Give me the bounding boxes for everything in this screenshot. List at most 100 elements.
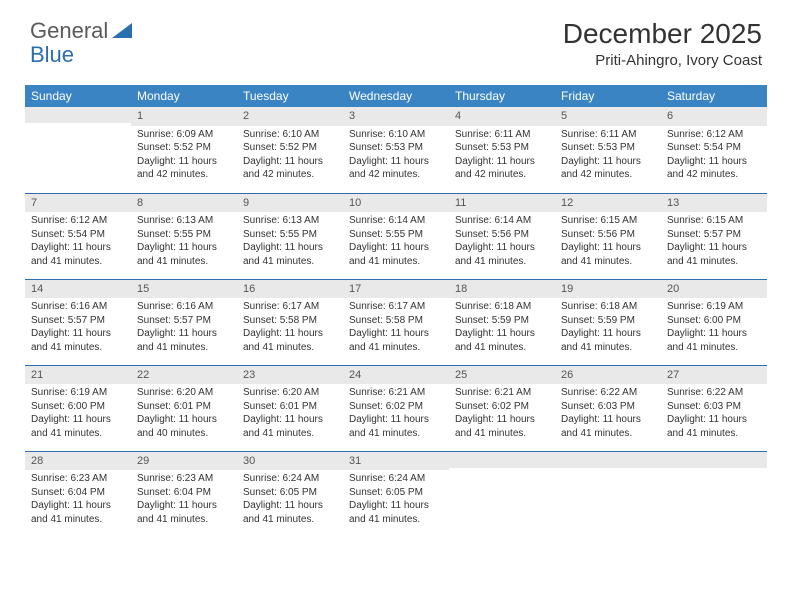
day-header: Wednesday — [343, 85, 449, 107]
calendar-week: 14Sunrise: 6:16 AMSunset: 5:57 PMDayligh… — [25, 279, 767, 365]
day-line: Sunset: 6:04 PM — [137, 486, 231, 500]
day-line: Daylight: 11 hours and 41 minutes. — [667, 413, 761, 440]
day-line: Sunset: 6:05 PM — [243, 486, 337, 500]
day-content: Sunrise: 6:19 AMSunset: 6:00 PMDaylight:… — [25, 384, 131, 444]
day-line: Sunrise: 6:23 AM — [31, 472, 125, 486]
day-line: Sunrise: 6:19 AM — [31, 386, 125, 400]
day-content — [25, 123, 131, 129]
day-content: Sunrise: 6:11 AMSunset: 5:53 PMDaylight:… — [449, 126, 555, 186]
day-number: 8 — [131, 194, 237, 213]
title-block: December 2025 Priti-Ahingro, Ivory Coast — [563, 18, 762, 69]
calendar-cell: 10Sunrise: 6:14 AMSunset: 5:55 PMDayligh… — [343, 193, 449, 279]
day-line: Sunset: 6:02 PM — [455, 400, 549, 414]
day-line: Daylight: 11 hours and 41 minutes. — [455, 413, 549, 440]
day-content: Sunrise: 6:14 AMSunset: 5:56 PMDaylight:… — [449, 212, 555, 272]
calendar-cell: 8Sunrise: 6:13 AMSunset: 5:55 PMDaylight… — [131, 193, 237, 279]
day-line: Sunrise: 6:18 AM — [455, 300, 549, 314]
calendar-cell: 11Sunrise: 6:14 AMSunset: 5:56 PMDayligh… — [449, 193, 555, 279]
day-content: Sunrise: 6:24 AMSunset: 6:05 PMDaylight:… — [237, 470, 343, 530]
logo: General — [30, 18, 134, 44]
calendar-cell: 27Sunrise: 6:22 AMSunset: 6:03 PMDayligh… — [661, 365, 767, 451]
day-line: Sunrise: 6:17 AM — [243, 300, 337, 314]
day-line: Sunrise: 6:14 AM — [455, 214, 549, 228]
header: General December 2025 Priti-Ahingro, Ivo… — [0, 0, 792, 77]
day-line: Sunrise: 6:22 AM — [667, 386, 761, 400]
day-number: 22 — [131, 366, 237, 385]
day-content: Sunrise: 6:17 AMSunset: 5:58 PMDaylight:… — [237, 298, 343, 358]
day-line: Daylight: 11 hours and 41 minutes. — [667, 241, 761, 268]
day-line: Daylight: 11 hours and 42 minutes. — [667, 155, 761, 182]
calendar-cell: 23Sunrise: 6:20 AMSunset: 6:01 PMDayligh… — [237, 365, 343, 451]
calendar-week: 7Sunrise: 6:12 AMSunset: 5:54 PMDaylight… — [25, 193, 767, 279]
day-content: Sunrise: 6:12 AMSunset: 5:54 PMDaylight:… — [25, 212, 131, 272]
day-line: Daylight: 11 hours and 42 minutes. — [455, 155, 549, 182]
day-line: Sunset: 5:56 PM — [561, 228, 655, 242]
day-number — [25, 107, 131, 123]
day-line: Sunrise: 6:20 AM — [137, 386, 231, 400]
day-content: Sunrise: 6:20 AMSunset: 6:01 PMDaylight:… — [237, 384, 343, 444]
day-content: Sunrise: 6:21 AMSunset: 6:02 PMDaylight:… — [449, 384, 555, 444]
day-content: Sunrise: 6:10 AMSunset: 5:52 PMDaylight:… — [237, 126, 343, 186]
day-line: Sunset: 5:57 PM — [137, 314, 231, 328]
calendar-cell: 4Sunrise: 6:11 AMSunset: 5:53 PMDaylight… — [449, 107, 555, 193]
logo-triangle-icon — [112, 20, 132, 43]
day-number: 1 — [131, 107, 237, 126]
logo-text-general: General — [30, 18, 108, 44]
day-line: Daylight: 11 hours and 42 minutes. — [243, 155, 337, 182]
day-number: 2 — [237, 107, 343, 126]
calendar-cell — [25, 107, 131, 193]
location: Priti-Ahingro, Ivory Coast — [563, 52, 762, 69]
day-content: Sunrise: 6:13 AMSunset: 5:55 PMDaylight:… — [131, 212, 237, 272]
calendar-cell: 21Sunrise: 6:19 AMSunset: 6:00 PMDayligh… — [25, 365, 131, 451]
day-line: Sunrise: 6:17 AM — [349, 300, 443, 314]
day-number — [661, 452, 767, 468]
day-line: Sunrise: 6:11 AM — [561, 128, 655, 142]
day-content: Sunrise: 6:17 AMSunset: 5:58 PMDaylight:… — [343, 298, 449, 358]
day-number: 26 — [555, 366, 661, 385]
calendar-week: 28Sunrise: 6:23 AMSunset: 6:04 PMDayligh… — [25, 451, 767, 537]
day-line: Sunset: 6:03 PM — [561, 400, 655, 414]
day-line: Sunset: 6:04 PM — [31, 486, 125, 500]
day-number: 15 — [131, 280, 237, 299]
day-content: Sunrise: 6:23 AMSunset: 6:04 PMDaylight:… — [25, 470, 131, 530]
day-line: Sunset: 5:56 PM — [455, 228, 549, 242]
day-header: Thursday — [449, 85, 555, 107]
day-line: Sunset: 5:52 PM — [137, 141, 231, 155]
calendar-cell: 19Sunrise: 6:18 AMSunset: 5:59 PMDayligh… — [555, 279, 661, 365]
day-number — [555, 452, 661, 468]
day-line: Sunset: 5:55 PM — [243, 228, 337, 242]
day-content: Sunrise: 6:09 AMSunset: 5:52 PMDaylight:… — [131, 126, 237, 186]
calendar-cell — [449, 451, 555, 537]
day-line: Sunrise: 6:22 AM — [561, 386, 655, 400]
day-line: Daylight: 11 hours and 41 minutes. — [455, 327, 549, 354]
day-number: 9 — [237, 194, 343, 213]
logo-text-blue: Blue — [30, 42, 74, 67]
day-line: Sunset: 5:58 PM — [349, 314, 443, 328]
day-line: Sunset: 6:05 PM — [349, 486, 443, 500]
day-number: 20 — [661, 280, 767, 299]
calendar-cell: 16Sunrise: 6:17 AMSunset: 5:58 PMDayligh… — [237, 279, 343, 365]
day-line: Sunset: 6:01 PM — [243, 400, 337, 414]
calendar-cell: 24Sunrise: 6:21 AMSunset: 6:02 PMDayligh… — [343, 365, 449, 451]
day-line: Sunset: 6:02 PM — [349, 400, 443, 414]
day-header: Tuesday — [237, 85, 343, 107]
calendar-cell: 20Sunrise: 6:19 AMSunset: 6:00 PMDayligh… — [661, 279, 767, 365]
day-line: Daylight: 11 hours and 41 minutes. — [455, 241, 549, 268]
day-number: 5 — [555, 107, 661, 126]
calendar-week: 1Sunrise: 6:09 AMSunset: 5:52 PMDaylight… — [25, 107, 767, 193]
day-line: Daylight: 11 hours and 41 minutes. — [349, 499, 443, 526]
day-line: Sunrise: 6:21 AM — [349, 386, 443, 400]
day-content: Sunrise: 6:22 AMSunset: 6:03 PMDaylight:… — [661, 384, 767, 444]
calendar-cell — [661, 451, 767, 537]
day-number: 17 — [343, 280, 449, 299]
day-line: Sunrise: 6:13 AM — [243, 214, 337, 228]
day-line: Daylight: 11 hours and 41 minutes. — [31, 241, 125, 268]
day-line: Daylight: 11 hours and 41 minutes. — [667, 327, 761, 354]
day-number: 10 — [343, 194, 449, 213]
day-number: 28 — [25, 452, 131, 471]
day-line: Sunset: 5:53 PM — [455, 141, 549, 155]
day-header: Saturday — [661, 85, 767, 107]
calendar-cell: 12Sunrise: 6:15 AMSunset: 5:56 PMDayligh… — [555, 193, 661, 279]
logo-blue-row: Blue — [30, 42, 74, 68]
day-line: Sunrise: 6:14 AM — [349, 214, 443, 228]
